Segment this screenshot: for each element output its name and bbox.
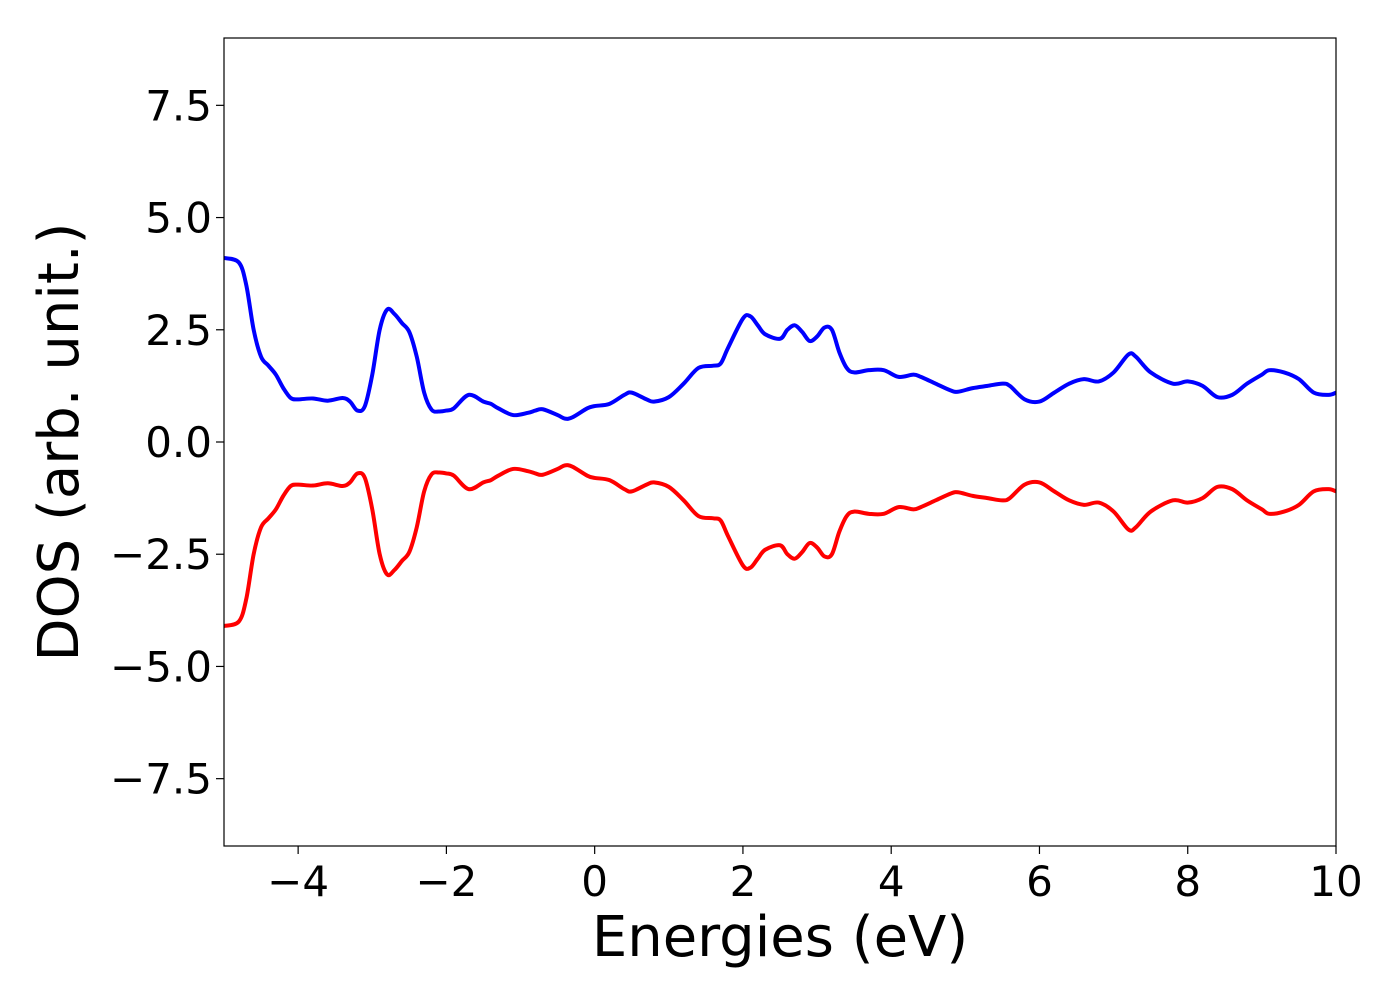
series-line-1 [224,463,1336,629]
x-tick-label: −2 [415,857,477,906]
x-tick-label: 6 [1026,857,1053,906]
y-axis-label: DOS (arb. unit.) [27,222,92,661]
x-axis-label: Energies (eV) [592,905,968,970]
y-tick-label: 0.0 [145,418,212,467]
y-tick-label: 7.5 [145,81,212,130]
series-layer [224,255,1336,629]
y-tick-label: −5.0 [110,642,212,691]
y-tick-label: −7.5 [110,755,212,804]
x-ticks: −4 −2 0 2 4 6 8 10 [267,846,1363,906]
y-tick-label: 5.0 [145,194,212,243]
plot-frame [223,37,1337,847]
x-tick-label: 8 [1174,857,1201,906]
x-tick-label: 2 [730,857,757,906]
series-line-0 [224,255,1336,421]
x-tick-label: −4 [267,857,329,906]
y-tick-label: 2.5 [145,306,212,355]
y-ticks: −7.5 −5.0 −2.5 0.0 2.5 5.0 7.5 [110,81,224,804]
x-tick-label: 10 [1309,857,1362,906]
x-tick-label: 4 [878,857,905,906]
x-tick-label: 0 [581,857,608,906]
y-tick-label: −2.5 [110,530,212,579]
